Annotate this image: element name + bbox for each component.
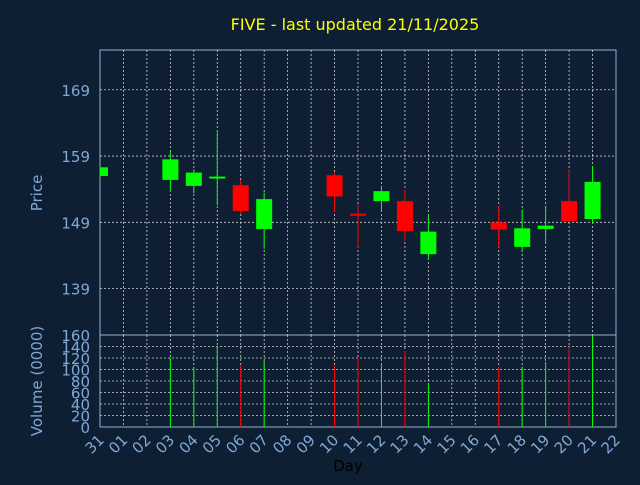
candle-body	[100, 167, 108, 176]
candle-body	[162, 159, 179, 180]
volume-tick-label: 140	[61, 339, 90, 357]
candle-body	[256, 199, 273, 229]
volume-tick-label: 40	[71, 396, 90, 414]
candle-body	[396, 201, 413, 231]
candle-body	[209, 176, 226, 179]
volume-axis-label: Volume (0000)	[28, 326, 46, 436]
volume-tick-label: 0	[80, 419, 90, 437]
price-axis-label: Price	[28, 175, 46, 212]
volume-tick-label: 100	[61, 362, 90, 380]
candle-body	[561, 201, 578, 221]
day-axis: 3101020304050607080910111213141516171819…	[82, 431, 624, 457]
candle-body	[420, 231, 437, 255]
volume-tick-label: 120	[61, 350, 90, 368]
volume-tick-label: 80	[71, 373, 90, 391]
price-tick-label: 159	[61, 148, 90, 166]
candle-body	[514, 228, 531, 247]
chart-title: FIVE - last updated 21/11/2025	[231, 15, 480, 34]
candle-body	[326, 175, 343, 197]
price-panel: 139 149 159 169	[61, 49, 617, 336]
price-tick-label: 169	[61, 82, 90, 100]
candle-body	[185, 172, 202, 186]
candle-body	[537, 225, 554, 229]
volume-tick-label: 20	[71, 408, 90, 426]
day-axis-label: Day	[333, 457, 363, 475]
volume-tick-label: 60	[71, 385, 90, 403]
candle-body	[373, 191, 390, 202]
price-tick-label: 139	[61, 281, 90, 299]
candle-body	[350, 213, 366, 216]
candle-body	[584, 181, 601, 220]
price-plot-frame	[99, 49, 617, 336]
candle-body	[490, 222, 507, 230]
candle-body	[232, 185, 249, 212]
price-tick-label: 149	[61, 214, 90, 232]
volume-tick-label: 160	[61, 327, 90, 345]
